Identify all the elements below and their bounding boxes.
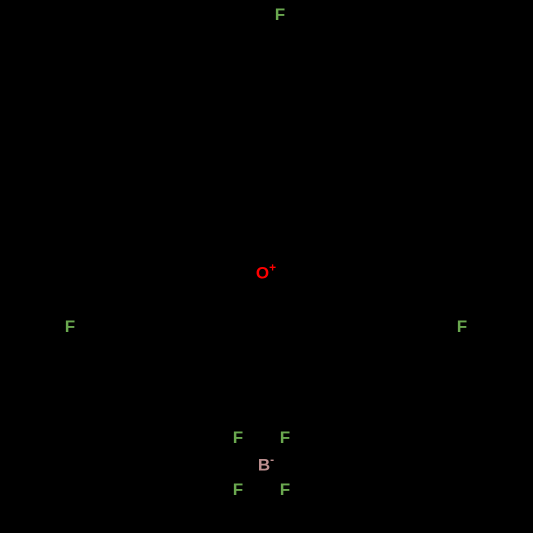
- atom-boron-label: B: [258, 455, 270, 474]
- atom-boron-anion: B-: [258, 453, 274, 476]
- atom-oxygen-cation: O+: [256, 261, 276, 284]
- atom-boron-charge: -: [270, 453, 274, 467]
- molecule-diagram: F F F O+ B- F F F F: [0, 0, 533, 533]
- atom-fluorine-bf4-tl: F: [233, 428, 243, 448]
- atom-fluorine-bf4-bl: F: [233, 480, 243, 500]
- atom-fluorine-bf4-tr: F: [280, 428, 290, 448]
- atom-oxygen-charge: +: [269, 261, 276, 275]
- atom-fluorine-top: F: [275, 5, 285, 25]
- atom-fluorine-bf4-br: F: [280, 480, 290, 500]
- atom-fluorine-right: F: [457, 317, 467, 337]
- atom-fluorine-left: F: [65, 317, 75, 337]
- atom-oxygen-label: O: [256, 263, 269, 282]
